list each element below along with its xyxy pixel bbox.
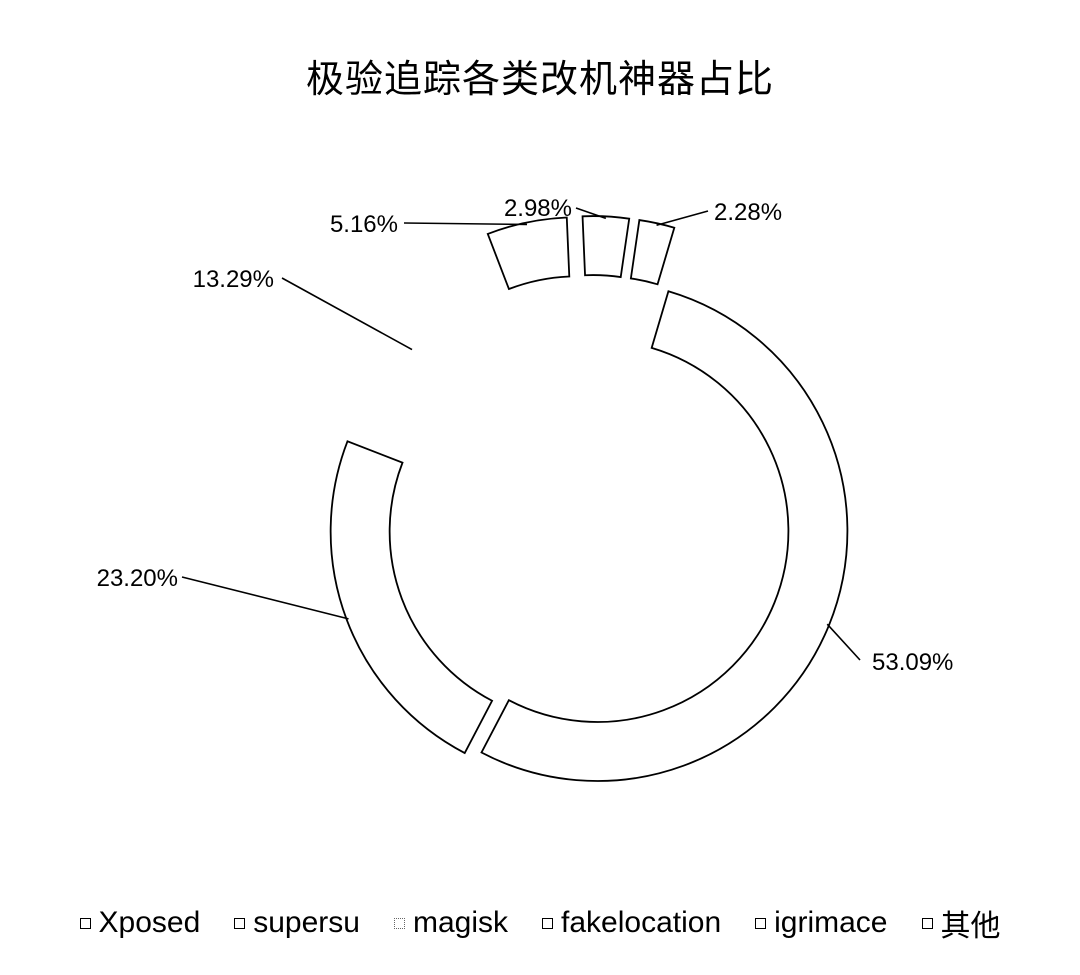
legend-item-xposed: Xposed <box>79 906 201 940</box>
leader-line-supersu <box>181 576 349 620</box>
slice-fakelocation <box>486 216 571 291</box>
legend-swatch-icon <box>921 917 933 929</box>
legend-item-supersu: supersu <box>234 906 360 940</box>
slice-magisk <box>346 284 512 450</box>
slice-supersu <box>329 440 494 755</box>
legend-swatch-icon <box>79 917 91 929</box>
slice-- <box>629 219 676 286</box>
data-label-fakelocation: 5.16% <box>330 211 398 238</box>
chart-title: 极验追踪各类改机神器占比 <box>305 57 774 101</box>
legend-swatch-icon <box>542 917 554 929</box>
leader-line-igrimace <box>575 207 607 220</box>
legend-item-fakelocation: fakelocation <box>542 906 721 940</box>
legend: Xposed supersu magisk fakelocation igrimace 其… <box>0 898 1080 948</box>
data-label-igrimace: 2.98% <box>504 195 572 222</box>
legend-swatch-icon <box>393 917 405 929</box>
leader-line-magisk <box>281 277 413 351</box>
data-label-xposed: 53.09% <box>872 649 953 676</box>
legend-label: Xposed <box>98 906 201 939</box>
slice-xposed <box>480 290 849 782</box>
data-label-magisk: 13.29% <box>193 266 274 293</box>
legend-item--: 其他 <box>921 901 1001 945</box>
legend-swatch-icon <box>234 917 246 929</box>
slice-igrimace <box>581 215 631 279</box>
leader-line-- <box>656 210 709 226</box>
leader-line-fakelocation <box>403 222 528 226</box>
legend-label: magisk <box>412 906 509 939</box>
legend-label: fakelocation <box>561 906 722 939</box>
legend-label: 其他 <box>940 910 1001 943</box>
data-label--: 2.28% <box>714 199 782 226</box>
legend-label: supersu <box>253 906 360 939</box>
leader-line-xposed <box>826 623 861 661</box>
legend-label: igrimace <box>774 906 888 939</box>
data-label-supersu: 23.20% <box>97 565 178 592</box>
legend-item-magisk: magisk <box>393 906 509 940</box>
legend-item-igrimace: igrimace <box>755 906 888 940</box>
legend-swatch-icon <box>755 917 767 929</box>
